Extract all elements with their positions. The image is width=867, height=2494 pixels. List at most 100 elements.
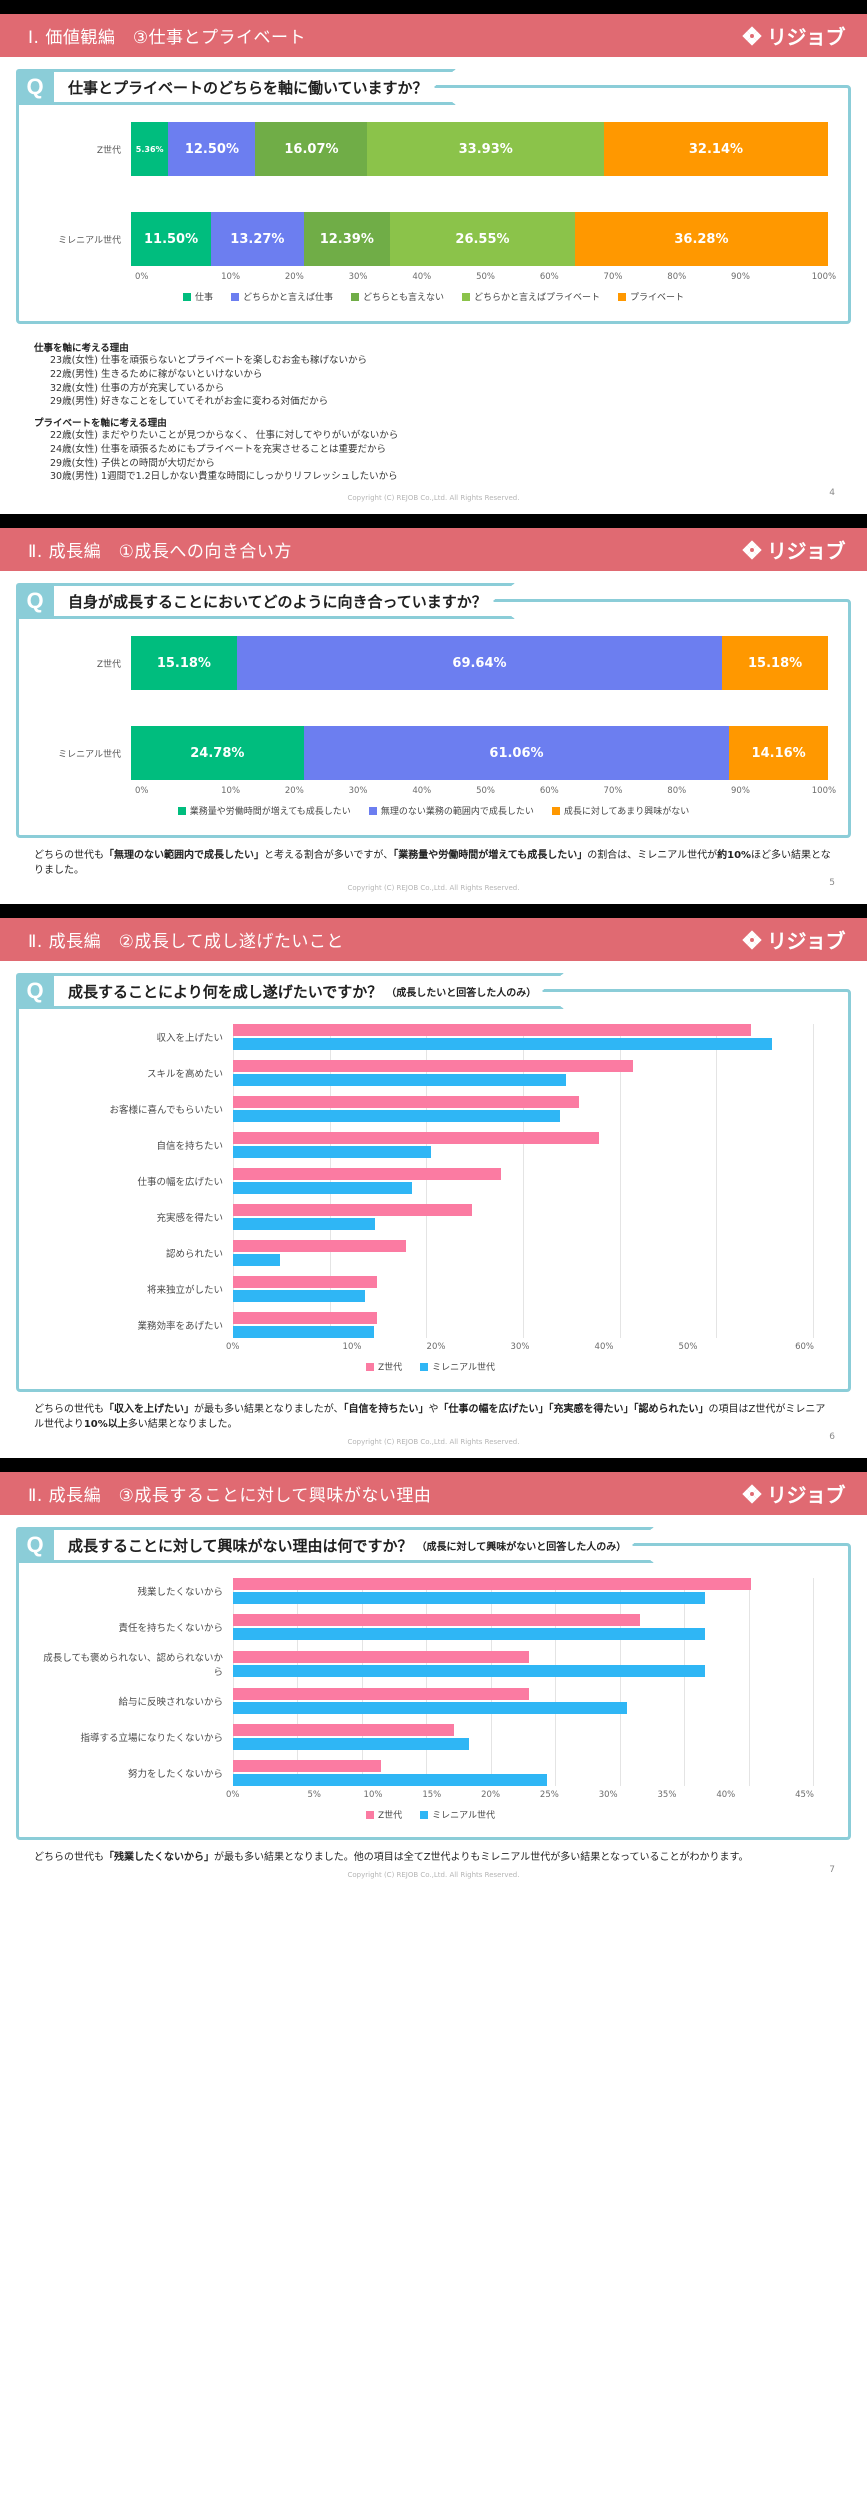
chart-legend: 業務量や労働時間が増えても成長したい 無理のない業務の範囲内で成長したい 成長に対し… xyxy=(39,804,828,821)
x-tick-label: 20% xyxy=(284,272,304,282)
content-card: Q 成長することに対して興味がない理由は何ですか？ （成長に対して興味がないと回答し… xyxy=(16,1527,851,1841)
slide-header: Ⅱ. 成長編 ①成長への向き合い方 リジョブ xyxy=(0,528,867,572)
grouped-bar-chart: 残業したくないから 責任を持ちたくないから 成長しても褒められない、認められないから… xyxy=(33,1566,834,1827)
content-card: Q 成長することにより何を成し遂げたいですか？ （成長したいと回答した人のみ） 収入を… xyxy=(16,973,851,1393)
reason-item: 24歳(女性) 仕事を頑張るためにもプライベートを充実させることは重要だから xyxy=(50,443,387,455)
x-tick-label: 10% xyxy=(221,786,241,797)
bar-millennial xyxy=(233,1254,281,1267)
x-tick-label: 30% xyxy=(598,1790,618,1801)
x-tick-label: 60% xyxy=(539,272,559,282)
bar-segment: 24.78% xyxy=(131,726,304,781)
bar-category-label: 指導する立場になりたくないから xyxy=(80,1733,223,1745)
bar-category-label: 収入を上げたい xyxy=(156,1033,223,1045)
question-banner-arrow xyxy=(632,1527,655,1564)
page-number: 6 xyxy=(829,1432,835,1443)
x-tick-label: 80% xyxy=(667,272,687,282)
bar-category-label: 給与に反映されないから xyxy=(118,1697,223,1709)
chart-bar-row: Z世代 5.36% 12.50% 16.07% 33.93% 32.14% xyxy=(39,122,828,176)
bar-segment: 12.50% xyxy=(168,122,256,176)
chart-bar-row: 自信を持ちたい xyxy=(37,1132,824,1159)
slide-footer: Copyright (C) REJOB Co.,Ltd. All Rights … xyxy=(16,488,851,514)
bar-segment: 32.14% xyxy=(603,122,828,176)
bar-z-generation xyxy=(233,1096,579,1109)
x-axis-ticks: 0% 5% 10% 15% 20% 25% 30% 35% 40% 45% xyxy=(226,1790,824,1801)
page-title: Ⅰ. 価値観編 ③仕事とプライベート xyxy=(28,28,307,48)
brand-logo-text: リジョブ xyxy=(767,25,846,49)
legend-swatch xyxy=(182,292,191,301)
chart-row-gap xyxy=(37,1604,824,1614)
slide-body: Q 仕事とプライベートのどちらを軸に働いていますか？ Z世代 5.36% 12.50% 1… xyxy=(0,57,867,514)
x-tick-label: 100% xyxy=(811,272,837,282)
legend-label: Z世代 xyxy=(377,1363,403,1374)
chart-row-gap xyxy=(37,1640,824,1650)
chart-bar-row: 収入を上げたい xyxy=(37,1024,824,1051)
bar-z-generation xyxy=(233,1132,599,1145)
reason-heading: プライベートを軸に考える理由 xyxy=(34,418,167,430)
slide-divider xyxy=(0,904,867,919)
x-tick-label: 100% xyxy=(811,786,837,797)
chart-legend: 仕事 どちらかと言えば仕事 どちらとも言えない どちらかと言えばプライベート プライベー… xyxy=(39,290,828,307)
summary-text: どちらの世代も「残業したくないから」が最も多い結果となりました。他の項目は全てZ… xyxy=(34,1852,749,1864)
brand-logo-text: リジョブ xyxy=(767,539,846,564)
chart-row-gap xyxy=(37,1086,824,1096)
x-axis-ticks: 0% 10% 20% 30% 40% 50% 60% xyxy=(226,1342,824,1353)
x-tick-label: 60% xyxy=(795,1342,814,1353)
x-tick-label: 50% xyxy=(476,272,495,282)
bar-category-label: 充実感を得たい xyxy=(156,1213,223,1225)
bar-category-label: 責任を持ちたくないから xyxy=(118,1623,223,1635)
question-mark-icon: Q xyxy=(16,583,54,620)
chart-bar-row: 仕事の幅を広げたい xyxy=(37,1168,824,1195)
legend-swatch xyxy=(350,292,359,301)
chart-plot-area: 残業したくないから 責任を持ちたくないから 成長しても褒められない、認められないから… xyxy=(37,1578,824,1787)
bar-millennial xyxy=(233,1665,705,1678)
reason-item: 23歳(女性) 仕事を頑張らないとプライベートを楽しむお金も稼げないから xyxy=(50,355,368,366)
page-title: Ⅱ. 成長編 ②成長して成し遂げたいこと xyxy=(28,932,344,953)
reason-item: 29歳(男性) 好きなことをしていてそれがお金に変わる対価だから xyxy=(50,396,329,408)
reason-item: 30歳(男性) 1週間で1.2日しかない貴重な時間にしっかりリフレッシュしたいか… xyxy=(50,471,398,483)
rejob-logo-icon xyxy=(742,929,762,950)
x-tick-label: 20% xyxy=(426,1342,446,1353)
slide-divider xyxy=(0,0,867,14)
bar-z-generation xyxy=(233,1614,641,1627)
legend-swatch xyxy=(368,806,377,815)
bar-z-generation xyxy=(233,1024,752,1037)
legend-item: どちらとも言えない xyxy=(350,290,444,303)
legend-swatch xyxy=(551,806,560,815)
bar-category-label: 業務効率をあげたい xyxy=(137,1321,223,1333)
legend-label: 成長に対してあまり興味がない xyxy=(563,807,690,818)
chart-bar-row: 業務効率をあげたい xyxy=(37,1312,824,1339)
reason-list: 仕事を軸に考える理由 23歳(女性) 仕事を頑張らないとプライベートを楽しむお金も… xyxy=(16,324,851,488)
legend-label: 業務量や労働時間が増えても成長したい xyxy=(189,807,351,818)
legend-swatch xyxy=(462,292,470,301)
bar-z-generation xyxy=(233,1204,473,1217)
bar-segment: 16.07% xyxy=(255,122,368,176)
question-text: 自身が成長することにおいてどのように向き合っていますか？ xyxy=(54,583,493,620)
bar-z-generation xyxy=(233,1688,529,1701)
bar-track: 24.78% 61.06% 14.16% xyxy=(131,726,828,781)
slide-footer: Copyright (C) REJOB Co.,Ltd. All Rights … xyxy=(16,1865,851,1891)
bar-segment: 11.50% xyxy=(131,212,212,266)
bar-z-generation xyxy=(233,1060,634,1073)
slide-footer: Copyright (C) REJOB Co.,Ltd. All Rights … xyxy=(16,878,851,904)
x-tick-label: 45% xyxy=(795,1790,814,1801)
legend-swatch xyxy=(420,1362,429,1371)
legend-swatch xyxy=(230,292,239,301)
x-tick-label: 80% xyxy=(667,786,687,797)
reason-heading: 仕事を軸に考える理由 xyxy=(34,343,129,354)
legend-label: ミレニアル世代 xyxy=(432,1363,496,1374)
bar-segment: 61.06% xyxy=(303,726,730,781)
chart-row-gap xyxy=(37,1230,824,1240)
question-banner-arrow xyxy=(542,973,565,1010)
copyright-text: Copyright (C) REJOB Co.,Ltd. All Rights … xyxy=(347,494,520,503)
legend-item: 無理のない業務の範囲内で成長したい xyxy=(368,804,534,817)
question-text: 仕事とプライベートのどちらを軸に働いていますか？ xyxy=(54,69,434,105)
x-tick-label: 40% xyxy=(594,1342,614,1353)
legend-swatch xyxy=(365,1362,374,1371)
bar-segment: 33.93% xyxy=(367,122,604,176)
x-tick-label: 40% xyxy=(716,1790,736,1801)
chart-row-gap xyxy=(37,1266,824,1276)
legend-label: どちらかと言えば仕事 xyxy=(242,293,333,303)
bar-segment: 69.64% xyxy=(236,636,723,691)
x-tick-label: 25% xyxy=(539,1790,559,1801)
brand-logo: リジョブ xyxy=(741,1479,846,1508)
